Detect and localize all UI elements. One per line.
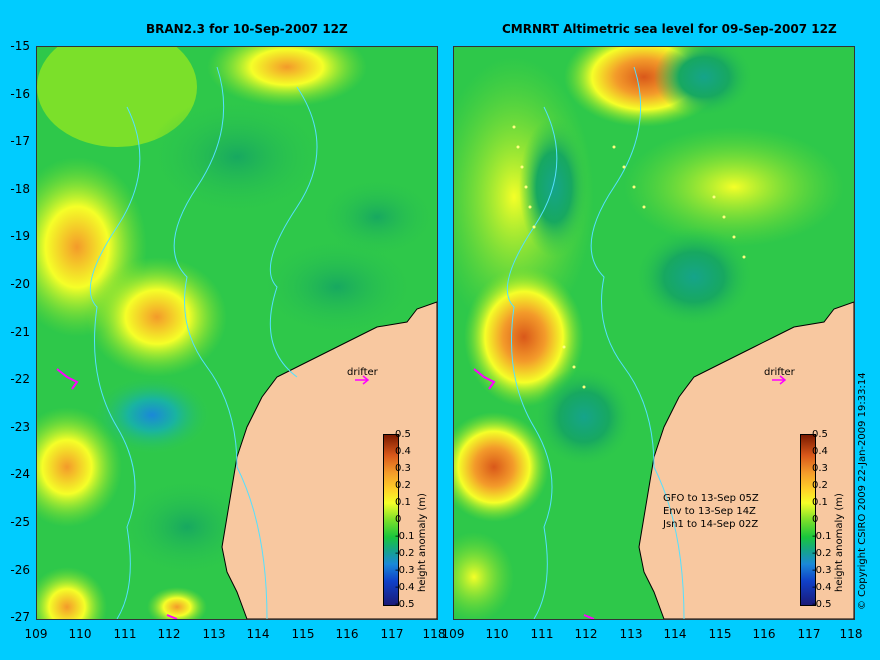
x-tick-label: 111: [530, 627, 554, 641]
y-tick-label: -22: [10, 372, 30, 386]
colorbar-tick: 0.3: [395, 463, 411, 474]
y-tick-label: -17: [10, 134, 30, 148]
y-tick-label: -21: [10, 325, 30, 339]
x-tick-label: 115: [291, 627, 315, 641]
left-colorbar-label: height anomaly (m): [417, 493, 428, 592]
colorbar-tick: -0.4: [812, 582, 832, 593]
drifter-track: [56, 368, 79, 390]
y-tick-label: -24: [10, 467, 30, 481]
x-tick-label: 112: [574, 627, 598, 641]
x-tick-label: 110: [485, 627, 509, 641]
colorbar-tick: 0.1: [812, 497, 828, 508]
x-tick-label: 116: [335, 627, 359, 641]
x-tick-label: 113: [619, 627, 643, 641]
colorbar-tick: -0.2: [395, 548, 415, 559]
colorbar-tick: 0.3: [812, 463, 828, 474]
colorbar-tick: 0.4: [812, 446, 828, 457]
satellite-note: Jsn1 to 14-Sep 02Z: [663, 519, 759, 530]
drifter-arrow-icon: [355, 375, 370, 385]
colorbar-tick: 0.1: [395, 497, 411, 508]
y-tick-label: -25: [10, 515, 30, 529]
y-tick-label: -23: [10, 420, 30, 434]
x-tick-label: 111: [113, 627, 137, 641]
colorbar-tick: -0.3: [395, 565, 415, 576]
left-sea-level-map: drifter: [36, 46, 438, 620]
satellite-notes: GFO to 13-Sep 05Z Env to 13-Sep 14Z Jsn1…: [663, 492, 759, 531]
colorbar-tick: 0: [812, 514, 819, 525]
right-drifter-label: drifter: [764, 367, 795, 378]
x-tick-label: 117: [797, 627, 821, 641]
left-map-graphic: [37, 47, 437, 619]
x-tick-label: 110: [68, 627, 92, 641]
x-tick-label: 115: [708, 627, 732, 641]
y-tick-label: -19: [10, 229, 30, 243]
drifter-arrow-icon: [772, 375, 787, 385]
colorbar-tick: 0.2: [812, 480, 828, 491]
x-tick-label: 112: [157, 627, 181, 641]
colorbar-tick: -0.1: [395, 531, 415, 542]
right-sea-level-map: drifter GFO to 13-Sep 05Z Env to 13-Sep …: [453, 46, 855, 620]
y-tick-label: -18: [10, 182, 30, 196]
colorbar-tick: 0: [395, 514, 402, 525]
colorbar-tick: 0.5: [812, 429, 828, 440]
right-panel-title: CMRNRT Altimetric sea level for 09-Sep-2…: [502, 22, 837, 36]
x-tick-label: 114: [246, 627, 270, 641]
x-tick-label: 117: [380, 627, 404, 641]
left-panel-title: BRAN2.3 for 10-Sep-2007 12Z: [146, 22, 348, 36]
colorbar-tick: -0.1: [812, 531, 832, 542]
colorbar-tick: -0.4: [395, 582, 415, 593]
right-colorbar: [800, 434, 816, 606]
x-tick-label: 118: [422, 627, 446, 641]
colorbar-tick: 0.2: [395, 480, 411, 491]
y-tick-label: -26: [10, 563, 30, 577]
colorbar-tick: 0.5: [395, 429, 411, 440]
y-tick-label: -16: [10, 87, 30, 101]
y-tick-label: -20: [10, 277, 30, 291]
x-tick-label: 113: [202, 627, 226, 641]
y-tick-label: -27: [10, 610, 30, 624]
left-colorbar: [383, 434, 399, 606]
colorbar-tick: 0.4: [395, 446, 411, 457]
y-tick-label: -15: [10, 39, 30, 53]
right-map-graphic: [454, 47, 854, 619]
x-tick-label: 114: [663, 627, 687, 641]
colorbar-tick: -0.3: [812, 565, 832, 576]
satellite-note: Env to 13-Sep 14Z: [663, 506, 756, 517]
colorbar-tick: -0.5: [812, 599, 832, 610]
colorbar-tick: -0.2: [812, 548, 832, 559]
left-drifter-label: drifter: [347, 367, 378, 378]
x-tick-label: 118: [839, 627, 863, 641]
colorbar-tick: -0.5: [395, 599, 415, 610]
x-tick-label: 109: [441, 627, 465, 641]
drifter-track: [473, 368, 496, 390]
satellite-note: GFO to 13-Sep 05Z: [663, 493, 759, 504]
right-colorbar-label: height anomaly (m): [834, 493, 845, 592]
x-tick-label: 116: [752, 627, 776, 641]
x-tick-label: 109: [24, 627, 48, 641]
copyright-text: © Copyright CSIRO 2009 22-Jan-2009 19:33…: [857, 372, 868, 610]
